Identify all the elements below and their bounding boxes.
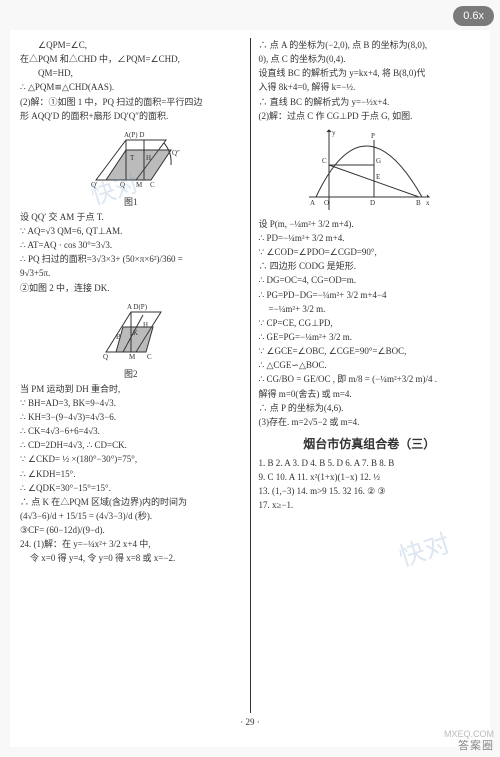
math-line: 设 P(m, −¼m²+ 3/2 m+4). <box>259 218 481 230</box>
math-line: 9√3+5π. <box>20 267 242 279</box>
math-line: ∵ CP=CE, CG⊥PD, <box>259 317 481 329</box>
section-heading: 烟台市仿真组合卷（三） <box>259 435 481 452</box>
math-line: ∴ 点 A 的坐标为(−2,0), 点 B 的坐标为(8,0), <box>259 39 481 51</box>
svg-text:E: E <box>376 173 380 181</box>
math-line: 入得 8k+4=0, 解得 k=−½. <box>259 81 481 93</box>
math-line: 在△PQM 和△CHD 中，∠PQM=∠CHD, <box>20 53 242 65</box>
svg-text:H: H <box>146 154 151 162</box>
math-line: ∴ DG=OC=4, CG=OD=m. <box>259 274 481 286</box>
math-line: 当 PM 运动到 DH 重合时, <box>20 383 242 395</box>
math-line: ③CF= (60−12d)/(9−d). <box>20 524 242 536</box>
column-divider <box>250 38 251 713</box>
svg-text:H: H <box>143 321 148 329</box>
math-line: 解得 m=0(舍去) 或 m=4. <box>259 388 481 400</box>
svg-text:A: A <box>310 199 315 207</box>
svg-text:A(P) D: A(P) D <box>124 131 144 139</box>
math-line: ∴ 点 P 的坐标为(4,6). <box>259 402 481 414</box>
svg-text:Q′: Q′ <box>91 181 98 189</box>
math-line: ∴ AT=AQ · cos 30°=3√3. <box>20 239 242 251</box>
math-line: ∵ ∠CKD= ½ ×(180°−30°)=75°, <box>20 453 242 465</box>
figure-parabola: y x A O D B C P G E <box>259 125 481 215</box>
svg-text:K: K <box>133 329 138 337</box>
svg-text:G: G <box>376 157 381 165</box>
math-line: 24. (1)解：在 y=−¼x²+ 3/2 x+4 中, <box>20 538 242 550</box>
math-line: ∵ AQ=√3 QM=6, QT⊥AM. <box>20 225 242 237</box>
svg-text:Q″: Q″ <box>172 149 180 157</box>
svg-text:D: D <box>370 199 375 207</box>
answer-line: 13. (1,−3) 14. m>9 15. 32 16. ② ③ <box>259 485 481 497</box>
math-line: (4√3−6)/d + 15/15 = (4√3−3)/d (秒). <box>20 510 242 522</box>
math-line: 设直线 BC 的解析式为 y=kx+4, 将 B(8,0)代 <box>259 67 481 79</box>
math-line: ∴ CK=4√3−6+6=4√3. <box>20 425 242 437</box>
math-line: ∴ CG/BO = GE/OC , 即 m/8 = (−¼m²+3/2 m)/4… <box>259 373 481 385</box>
math-line: (2)解：过点 C 作 CG⊥PD 于点 G, 如图. <box>259 110 481 122</box>
math-line: (2)解：①如图 1 中，PQ 扫过的面积=平行四边 <box>20 96 242 108</box>
svg-text:Q: Q <box>120 181 125 189</box>
page-number: · 29 · <box>20 713 480 727</box>
math-line: ∴ 点 K 在△PQM 区域(含边界)内的时间为 <box>20 496 242 508</box>
svg-text:x: x <box>426 199 430 207</box>
svg-text:C: C <box>150 181 155 189</box>
answer-line: 1. B 2. A 3. D 4. B 5. D 6. A 7. B 8. B <box>259 457 481 469</box>
svg-text:P: P <box>371 132 375 140</box>
figure-1: A(P) D Q′ Q M C Q″ T H 图1 <box>20 125 242 208</box>
math-line: ∴ CD=2DH=4√3, ∴ CD=CK. <box>20 439 242 451</box>
math-line: ∴ △CGE∽△BOC. <box>259 359 481 371</box>
math-line: ∵ BH=AD=3, BK=9−4√3. <box>20 397 242 409</box>
math-line: ∴ ∠KDH=15°. <box>20 468 242 480</box>
math-line: 令 x=0 得 y=4, 令 y=0 得 x=8 或 x=−2. <box>20 552 242 564</box>
right-column: ∴ 点 A 的坐标为(−2,0), 点 B 的坐标为(8,0), 0), 点 C… <box>259 38 481 713</box>
svg-text:M: M <box>129 353 136 361</box>
math-line: ∴ PD=−¼m²+ 3/2 m+4. <box>259 232 481 244</box>
svg-text:B: B <box>116 333 121 341</box>
math-line: ∴ GE=PG=−¼m²+ 3/2 m. <box>259 331 481 343</box>
answer-line: 17. x≥−1. <box>259 499 481 511</box>
math-line: ∴ 四边形 CODG 是矩形. <box>259 260 481 272</box>
svg-text:y: y <box>332 129 336 137</box>
figure-2: A D(P) Q M C B K H 图2 <box>20 297 242 380</box>
math-line: ∴ PG=PD−DG=−¼m²+ 3/2 m+4−4 <box>259 289 481 301</box>
math-line: ∵ ∠GCE=∠OBC, ∠CGE=90°=∠BOC, <box>259 345 481 357</box>
math-line: ∴ △PQM≌△CHD(AAS). <box>20 81 242 93</box>
figure-1-label: 图1 <box>20 195 242 208</box>
math-line: (3)存在. m=2√5−2 或 m=4. <box>259 416 481 428</box>
math-line: ②如图 2 中，连接 DK. <box>20 282 242 294</box>
math-line: ∴ 直线 BC 的解析式为 y=−½x+4. <box>259 96 481 108</box>
answer-line: 9. C 10. A 11. x²(1+x)(1−x) 12. ½ <box>259 471 481 483</box>
page-surface: 快对 快对 ∠QPM=∠C, 在△PQM 和△CHD 中，∠PQM=∠CHD, … <box>10 30 490 747</box>
svg-text:Q: Q <box>103 353 108 361</box>
math-line: ∵ ∠COD=∠PDO=∠CGD=90°, <box>259 246 481 258</box>
svg-text:M: M <box>136 181 143 189</box>
math-line: =−¼m²+ 3/2 m. <box>259 303 481 315</box>
math-line: ∠QPM=∠C, <box>20 39 242 51</box>
math-line: ∴ PQ 扫过的面积=3√3×3+ (50×π×6²)/360 = <box>20 253 242 265</box>
svg-text:C: C <box>147 353 152 361</box>
math-line: 0), 点 C 的坐标为(0,4). <box>259 53 481 65</box>
footer-brand: 答案圈 <box>458 737 494 753</box>
math-line: 设 QQ′ 交 AM 于点 T. <box>20 211 242 223</box>
math-line: ∴ ∠QDK=30°−15°=15°. <box>20 482 242 494</box>
zoom-badge: 0.6x <box>453 6 494 26</box>
left-column: ∠QPM=∠C, 在△PQM 和△CHD 中，∠PQM=∠CHD, QM=HD,… <box>20 38 242 713</box>
svg-text:C: C <box>322 157 327 165</box>
math-line: 形 AQQ′D 的面积+扇形 DQ′Q″的面积. <box>20 110 242 122</box>
svg-text:O: O <box>324 199 329 207</box>
figure-2-label: 图2 <box>20 367 242 380</box>
svg-text:T: T <box>130 154 135 162</box>
math-line: ∴ KH=3−(9−4√3)=4√3−6. <box>20 411 242 423</box>
svg-text:A D(P): A D(P) <box>127 303 148 311</box>
math-line: QM=HD, <box>20 67 242 79</box>
svg-text:B: B <box>416 199 421 207</box>
